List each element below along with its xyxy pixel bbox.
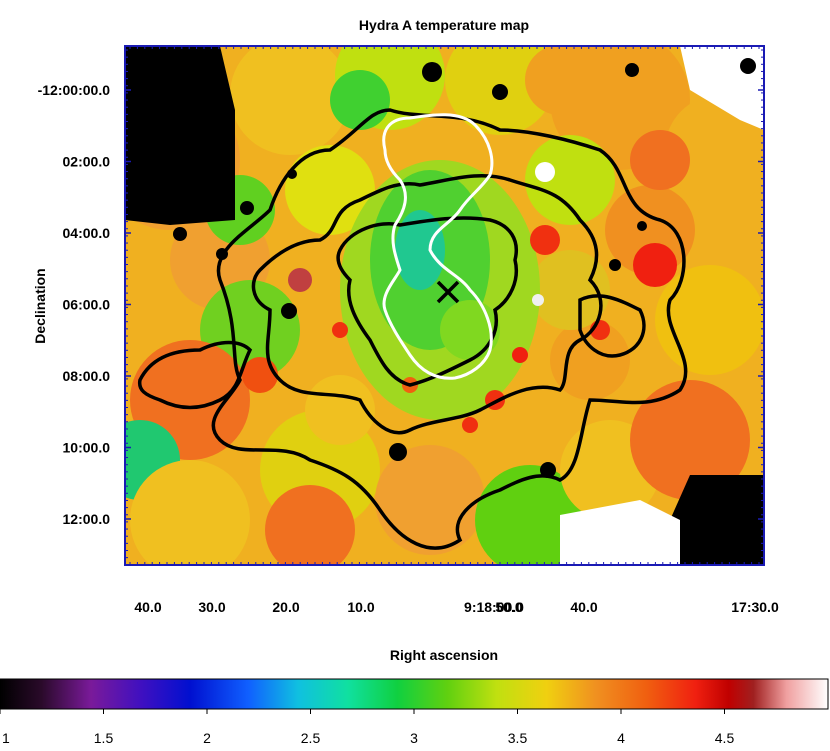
radio-contours <box>137 108 688 550</box>
x-tick-label: 50.0 <box>495 599 522 615</box>
plot-frame <box>124 45 765 566</box>
xray-contour <box>382 113 494 380</box>
x-tick-label: 20.0 <box>272 599 299 615</box>
y-axis: -12:00:00.0 02:00.0 04:00.0 06:00.0 08:00.0 1… <box>38 82 764 527</box>
colorbar-ticks: 1 1.5 2 2.5 3 3.5 4 4.5 <box>0 709 734 746</box>
colorbar-tick-label: 3 <box>410 730 418 746</box>
x-tick-label: 40.0 <box>134 599 161 615</box>
y-tick-label: -12:00:00.0 <box>38 82 111 98</box>
colorbar-tick-label: 1 <box>2 730 10 746</box>
y-tick-label: 04:00.0 <box>63 225 111 241</box>
colorbar <box>0 678 829 710</box>
y-tick-label: 10:00.0 <box>63 440 111 456</box>
colorbar-tick-label: 3.5 <box>508 730 528 746</box>
y-tick-label: 12:00.0 <box>63 511 111 527</box>
temperature-map <box>125 46 764 565</box>
x-tick-label: 10.0 <box>347 599 374 615</box>
chart-title: Hydra A temperature map <box>359 17 529 33</box>
frame-ticks <box>125 46 764 566</box>
colorbar-tick-label: 4.5 <box>715 730 735 746</box>
x-axis-label: Right ascension <box>390 647 498 663</box>
colorbar-tick-label: 1.5 <box>94 730 114 746</box>
x-tick-label: 30.0 <box>198 599 225 615</box>
y-tick-label: 02:00.0 <box>63 154 111 170</box>
x-tick-label: 40.0 <box>570 599 597 615</box>
x-tick-label: 9:18:00.0 <box>464 599 524 615</box>
colorbar-tick-label: 2.5 <box>301 730 321 746</box>
y-tick-label: 06:00.0 <box>63 297 111 313</box>
core-marker <box>436 280 460 304</box>
x-axis: 40.0 30.0 20.0 10.0 9:18:00.050.0 40.0 17:30.0 <box>134 599 779 615</box>
y-axis-label: Declination <box>32 268 48 343</box>
colorbar-tick-label: 4 <box>617 730 625 746</box>
x-tick-label: 17:30.0 <box>731 599 779 615</box>
colorbar-tick-label: 2 <box>203 730 211 746</box>
y-tick-label: 08:00.0 <box>63 368 111 384</box>
